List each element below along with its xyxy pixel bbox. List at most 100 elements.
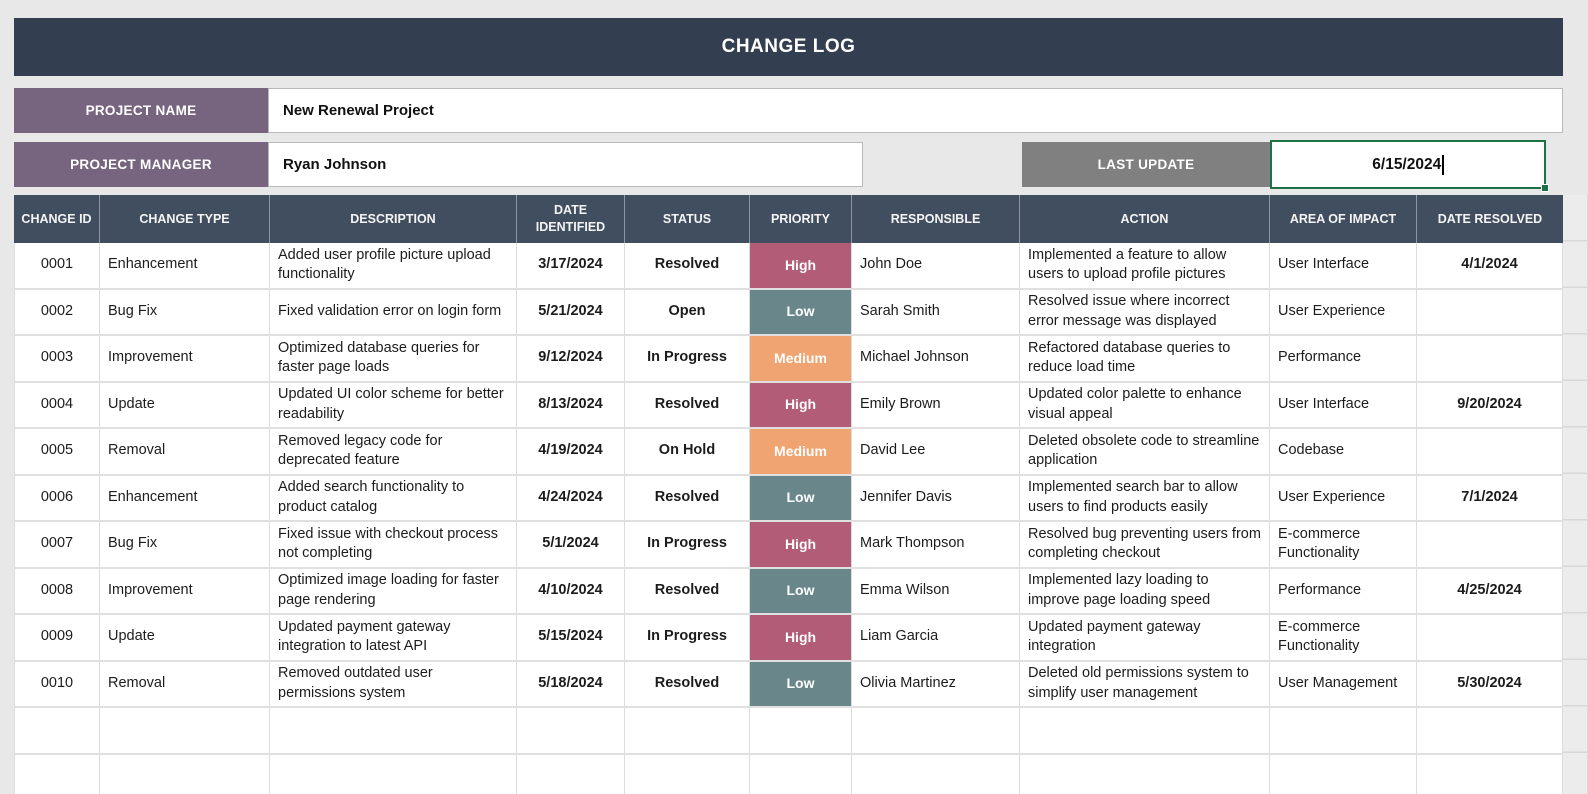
cell-change-type[interactable]	[100, 708, 270, 753]
cell-responsible[interactable]: Sarah Smith	[852, 289, 1020, 334]
cell-date-resolved[interactable]	[1417, 429, 1563, 474]
cell-status[interactable]: Resolved	[625, 568, 750, 613]
cell-date-identified[interactable]: 4/19/2024	[517, 429, 625, 474]
cell-area-of-impact[interactable]: E-commerce Functionality	[1270, 522, 1417, 567]
cell-description[interactable]: Removed outdated user permissions system	[270, 661, 517, 706]
cell-responsible[interactable]: Emma Wilson	[852, 568, 1020, 613]
cell-responsible[interactable]: David Lee	[852, 429, 1020, 474]
cell-responsible[interactable]: Emily Brown	[852, 382, 1020, 427]
cell-priority[interactable]: High	[750, 522, 852, 567]
cell-responsible[interactable]	[852, 708, 1020, 753]
cell-responsible[interactable]: John Doe	[852, 243, 1020, 288]
cell-date-resolved[interactable]: 4/25/2024	[1417, 568, 1563, 613]
cell-description[interactable]: Updated payment gateway integration to l…	[270, 615, 517, 660]
cell-action[interactable]: Implemented lazy loading to improve page…	[1020, 568, 1270, 613]
cell-status[interactable]: In Progress	[625, 336, 750, 381]
cell-date-resolved[interactable]: 5/30/2024	[1417, 661, 1563, 706]
cell-change-type[interactable]: Bug Fix	[100, 522, 270, 567]
last-update-field[interactable]: 6/15/2024	[1270, 140, 1549, 192]
cell-date-identified[interactable]: 5/21/2024	[517, 289, 625, 334]
cell-responsible[interactable]: Jennifer Davis	[852, 475, 1020, 520]
cell-date-identified[interactable]	[517, 708, 625, 753]
cell-area-of-impact[interactable]: Performance	[1270, 336, 1417, 381]
cell-priority[interactable]: High	[750, 615, 852, 660]
cell-change-type[interactable]: Improvement	[100, 336, 270, 381]
cell-priority[interactable]	[750, 754, 852, 794]
cell-change-id[interactable]: 0007	[14, 522, 100, 567]
cell-change-type[interactable]: Bug Fix	[100, 289, 270, 334]
cell-status[interactable]: In Progress	[625, 522, 750, 567]
cell-change-type[interactable]: Enhancement	[100, 475, 270, 520]
cell-date-identified[interactable]: 3/17/2024	[517, 243, 625, 288]
cell-status[interactable]	[625, 708, 750, 753]
cell-area-of-impact[interactable]	[1270, 754, 1417, 794]
cell-responsible[interactable]: Liam Garcia	[852, 615, 1020, 660]
cell-description[interactable]: Removed legacy code for deprecated featu…	[270, 429, 517, 474]
project-name-field[interactable]: New Renewal Project	[268, 88, 1563, 133]
cell-area-of-impact[interactable]: User Experience	[1270, 475, 1417, 520]
cell-date-resolved[interactable]	[1417, 708, 1563, 753]
cell-date-resolved[interactable]	[1417, 289, 1563, 334]
cell-date-resolved[interactable]: 7/1/2024	[1417, 475, 1563, 520]
cell-description[interactable]: Optimized image loading for faster page …	[270, 568, 517, 613]
cell-date-resolved[interactable]: 9/20/2024	[1417, 382, 1563, 427]
cell-change-id[interactable]	[14, 754, 100, 794]
cell-action[interactable]: Implemented search bar to allow users to…	[1020, 475, 1270, 520]
cell-priority[interactable]	[750, 708, 852, 753]
cell-change-id[interactable]: 0003	[14, 336, 100, 381]
cell-date-identified[interactable]: 5/18/2024	[517, 661, 625, 706]
cell-action[interactable]: Resolved issue where incorrect error mes…	[1020, 289, 1270, 334]
cell-date-resolved[interactable]	[1417, 336, 1563, 381]
project-manager-field[interactable]: Ryan Johnson	[268, 142, 863, 187]
cell-status[interactable]: Resolved	[625, 382, 750, 427]
cell-change-id[interactable]: 0005	[14, 429, 100, 474]
cell-area-of-impact[interactable]: Performance	[1270, 568, 1417, 613]
cell-action[interactable]: Resolved bug preventing users from compl…	[1020, 522, 1270, 567]
cell-change-id[interactable]: 0001	[14, 243, 100, 288]
cell-area-of-impact[interactable]: User Experience	[1270, 289, 1417, 334]
cell-change-id[interactable]: 0006	[14, 475, 100, 520]
cell-change-type[interactable]: Improvement	[100, 568, 270, 613]
cell-description[interactable]	[270, 754, 517, 794]
cell-change-type[interactable]: Removal	[100, 661, 270, 706]
cell-description[interactable]	[270, 708, 517, 753]
cell-description[interactable]: Fixed validation error on login form	[270, 289, 517, 334]
cell-date-identified[interactable]: 4/10/2024	[517, 568, 625, 613]
cell-priority[interactable]: Medium	[750, 336, 852, 381]
cell-change-id[interactable]: 0002	[14, 289, 100, 334]
cell-responsible[interactable]: Olivia Martinez	[852, 661, 1020, 706]
cell-date-resolved[interactable]	[1417, 522, 1563, 567]
cell-change-type[interactable]	[100, 754, 270, 794]
cell-area-of-impact[interactable]: User Management	[1270, 661, 1417, 706]
cell-priority[interactable]: Low	[750, 568, 852, 613]
cell-priority[interactable]: Low	[750, 475, 852, 520]
cell-status[interactable]: Resolved	[625, 661, 750, 706]
cell-change-id[interactable]: 0004	[14, 382, 100, 427]
cell-area-of-impact[interactable]	[1270, 708, 1417, 753]
cell-status[interactable]: Resolved	[625, 243, 750, 288]
cell-change-type[interactable]: Update	[100, 382, 270, 427]
cell-action[interactable]: Deleted obsolete code to streamline appl…	[1020, 429, 1270, 474]
cell-change-id[interactable]: 0008	[14, 568, 100, 613]
cell-area-of-impact[interactable]: User Interface	[1270, 243, 1417, 288]
cell-change-id[interactable]: 0010	[14, 661, 100, 706]
cell-priority[interactable]: High	[750, 382, 852, 427]
cell-action[interactable]	[1020, 754, 1270, 794]
cell-description[interactable]: Updated UI color scheme for better reada…	[270, 382, 517, 427]
cell-priority[interactable]: High	[750, 243, 852, 288]
cell-priority[interactable]: Low	[750, 289, 852, 334]
cell-action[interactable]: Implemented a feature to allow users to …	[1020, 243, 1270, 288]
cell-status[interactable]: Resolved	[625, 475, 750, 520]
cell-status[interactable]: Open	[625, 289, 750, 334]
cell-action[interactable]: Deleted old permissions system to simpli…	[1020, 661, 1270, 706]
cell-status[interactable]	[625, 754, 750, 794]
cell-date-identified[interactable]: 9/12/2024	[517, 336, 625, 381]
cell-responsible[interactable]: Michael Johnson	[852, 336, 1020, 381]
cell-description[interactable]: Added search functionality to product ca…	[270, 475, 517, 520]
cell-area-of-impact[interactable]: User Interface	[1270, 382, 1417, 427]
cell-action[interactable]	[1020, 708, 1270, 753]
cell-change-type[interactable]: Removal	[100, 429, 270, 474]
cell-status[interactable]: On Hold	[625, 429, 750, 474]
cell-action[interactable]: Updated color palette to enhance visual …	[1020, 382, 1270, 427]
cell-date-identified[interactable]: 5/15/2024	[517, 615, 625, 660]
